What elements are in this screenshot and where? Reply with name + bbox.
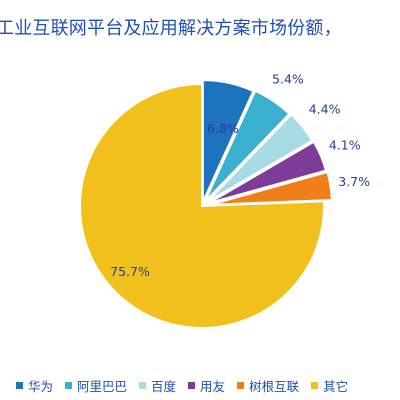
legend-swatch (139, 382, 147, 389)
pie-slice (205, 112, 314, 204)
slice-label: 4.4% (309, 102, 341, 117)
legend-label: 其它 (323, 379, 349, 394)
legend-swatch (237, 382, 245, 389)
legend-swatch (188, 382, 196, 389)
legend-label: 用友 (200, 379, 226, 394)
legend-item-yonyou: 用友 (188, 376, 225, 395)
legend-item-baidu: 百度 (139, 376, 176, 395)
slice-label: 3.7% (338, 174, 370, 189)
slice-label: 4.1% (329, 138, 361, 153)
pie-slice (203, 89, 291, 203)
pie-slice (207, 140, 328, 205)
legend-swatch (65, 382, 73, 389)
legend-item-alibaba: 阿里巴巴 (65, 376, 127, 395)
legend-item-other: 其它 (311, 376, 348, 395)
legend-label: 百度 (151, 379, 177, 394)
legend-swatch (311, 382, 319, 389)
pie-labels: 6.8% 5.4% 4.4% 4.1% 3.7% 75.7% (110, 71, 370, 279)
legend-item-rootcloud: 树根互联 (237, 376, 299, 395)
legend-label: 华为 (28, 379, 54, 394)
slice-label: 5.4% (272, 71, 304, 86)
legend: 华为 阿里巴巴 百度 用友 树根互联 其它 (16, 376, 400, 395)
pie-slice (79, 82, 325, 329)
legend-label: 树根互联 (249, 379, 300, 394)
legend-swatch (16, 382, 23, 389)
pie-slice (201, 79, 255, 203)
legend-item-huawei: 华为 (16, 376, 53, 395)
pie-slices (79, 79, 333, 329)
pie-slice (209, 170, 333, 206)
chart-title: 工业互联网平台及应用解决方案市场份额， (0, 18, 342, 39)
slice-label: 6.8% (207, 121, 239, 136)
slice-label: 75.7% (110, 264, 150, 279)
legend-label: 阿里巴巴 (77, 379, 128, 394)
